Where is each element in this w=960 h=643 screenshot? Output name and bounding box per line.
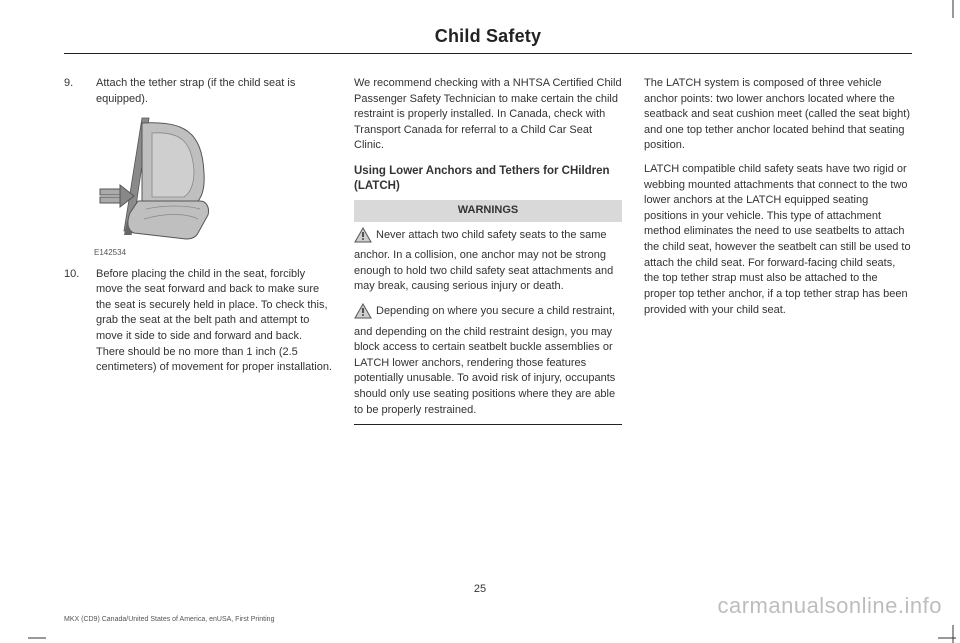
page-title: Child Safety — [64, 26, 912, 47]
paragraph: We recommend checking with a NHTSA Certi… — [354, 76, 622, 154]
step-text: Attach the tether strap (if the child se… — [96, 76, 332, 107]
column-1: 9. Attach the tether strap (if the child… — [64, 76, 332, 433]
subheading-latch: Using Lower Anchors and Tethers for CHil… — [354, 164, 622, 194]
step-10: 10. Before placing the child in the seat… — [64, 267, 332, 376]
warning-2: Depending on where you secure a child re… — [354, 303, 622, 418]
header-rule — [64, 53, 912, 54]
column-container: 9. Attach the tether strap (if the child… — [64, 76, 912, 433]
watermark: carmanualsonline.info — [717, 593, 942, 619]
step-number: 10. — [64, 267, 86, 376]
illustration-child-seat — [94, 113, 332, 243]
illustration-label: E142534 — [94, 247, 332, 258]
warning-text: Never attach two child safety seats to t… — [354, 229, 613, 293]
warning-text: Depending on where you secure a child re… — [354, 305, 615, 416]
crop-mark-bottom — [0, 635, 960, 641]
column-3: The LATCH system is composed of three ve… — [644, 76, 912, 433]
page: Child Safety 9. Attach the tether strap … — [0, 0, 960, 643]
crop-mark-right — [949, 0, 957, 643]
warning-icon — [354, 227, 372, 249]
step-9: 9. Attach the tether strap (if the child… — [64, 76, 332, 107]
warning-icon — [354, 303, 372, 325]
step-text: Before placing the child in the seat, fo… — [96, 267, 332, 376]
warnings-title: WARNINGS — [354, 200, 622, 222]
paragraph: The LATCH system is composed of three ve… — [644, 76, 912, 154]
column-2: We recommend checking with a NHTSA Certi… — [354, 76, 622, 433]
footer-text: MKX (CD9) Canada/United States of Americ… — [64, 616, 274, 623]
step-number: 9. — [64, 76, 86, 107]
warning-1: Never attach two child safety seats to t… — [354, 227, 622, 295]
paragraph: LATCH compatible child safety seats have… — [644, 162, 912, 318]
warnings-block: Never attach two child safety seats to t… — [354, 227, 622, 426]
